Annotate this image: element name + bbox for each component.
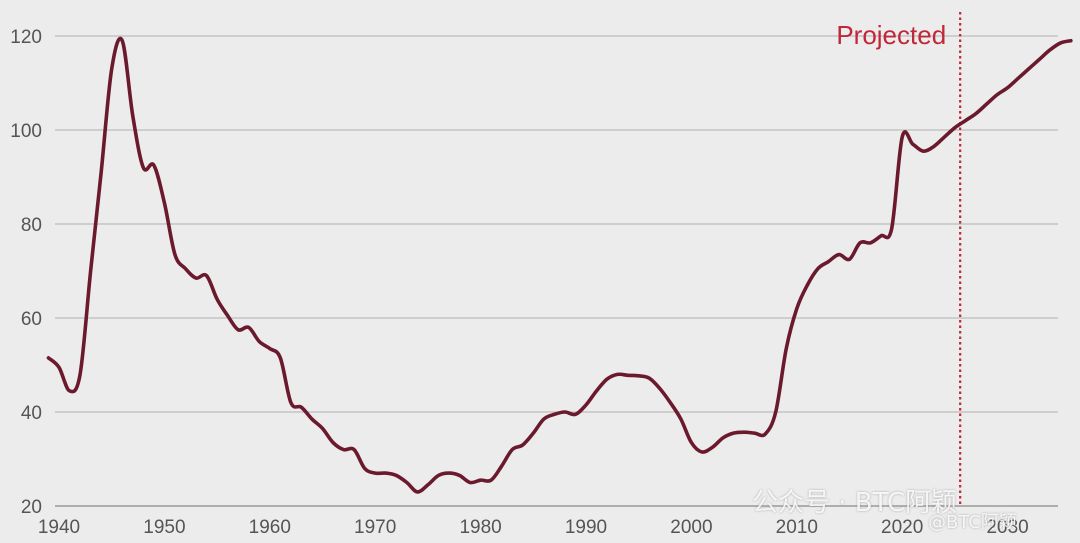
x-tick-label: 1950 [143,517,185,538]
projected-label: Projected [836,20,946,50]
y-tick-label: 120 [10,27,42,48]
x-tick-label: 2000 [670,517,712,538]
y-tick-label: 100 [10,121,42,142]
y-tick-label: 60 [21,309,42,330]
x-tick-label: 1970 [354,517,396,538]
watermark-handle: @BTC阿颖 [928,512,1017,533]
x-tick-label: 1940 [38,517,80,538]
y-tick-label: 80 [21,215,42,236]
watermark-text: 公众号 · BTC阿颖 [752,488,958,518]
series-line [46,36,1073,494]
y-tick-label: 40 [21,403,42,424]
annotation-layer: Projected [836,12,962,507]
series-layer [46,36,1073,494]
tick-label-layer: 20 40 60 80 100 120 1940 1950 1960 1970 1980 1990 20… [10,27,1028,538]
y-tick-label: 20 [21,497,42,518]
x-tick-label: 1980 [459,517,501,538]
x-tick-label: 1990 [565,517,607,538]
x-tick-label: 2030 [986,517,1028,538]
x-tick-label: 1960 [249,517,291,538]
x-tick-label: 2010 [776,517,818,538]
grid-layer [55,35,1058,507]
x-tick-label: 2020 [881,517,923,538]
